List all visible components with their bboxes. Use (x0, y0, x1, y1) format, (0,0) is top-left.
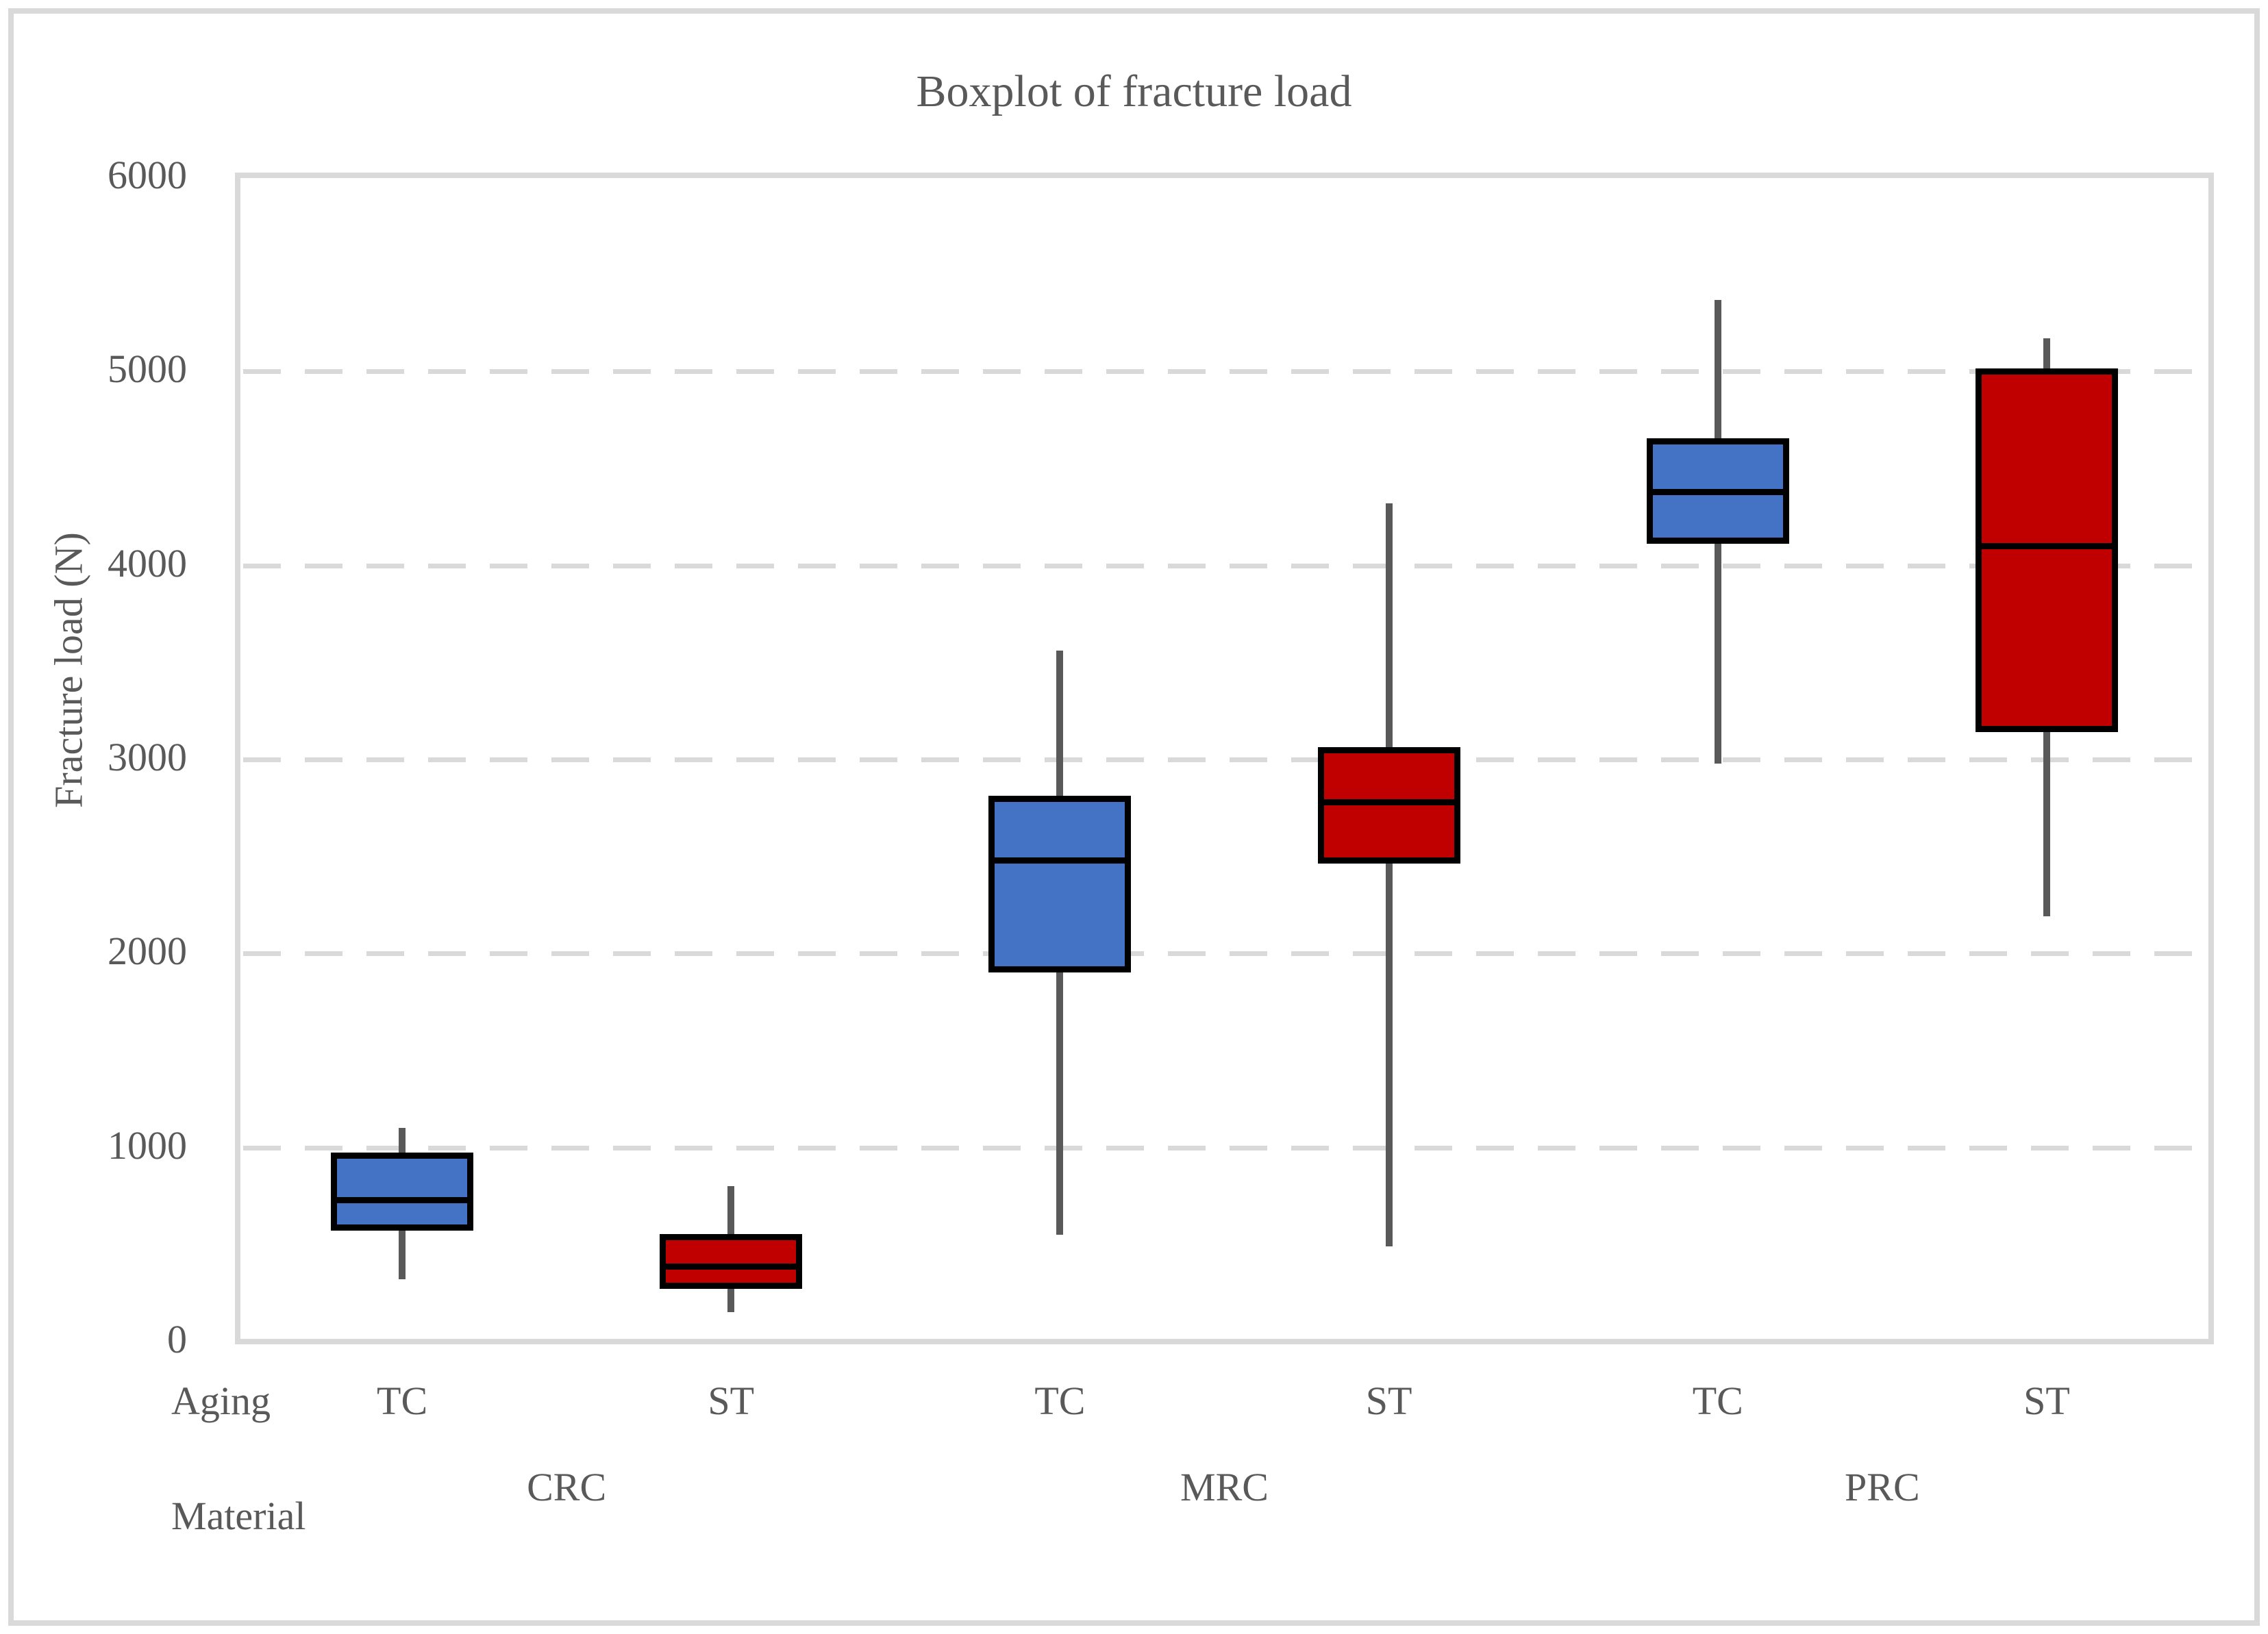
whisker-mrc-st (1385, 503, 1393, 1247)
median-mrc-st (1317, 799, 1460, 806)
chart-title: Boxplot of fracture load (916, 66, 1352, 116)
aging-label-prc-tc: TC (1692, 1379, 1743, 1423)
y-tick-label-0: 0 (167, 1317, 187, 1361)
material-label-prc: PRC (1845, 1465, 1920, 1509)
aging-label-crc-st: ST (708, 1379, 755, 1423)
aging-label-prc-st: ST (2023, 1379, 2070, 1423)
median-mrc-tc (988, 857, 1132, 864)
median-prc-tc (1646, 489, 1789, 495)
aging-label-mrc-st: ST (1365, 1379, 1412, 1423)
y-tick-label-4000: 4000 (108, 540, 187, 586)
y-tick-label-5000: 5000 (108, 347, 187, 392)
median-prc-st (1975, 543, 2118, 550)
y-tick-label-6000: 6000 (108, 153, 187, 197)
y-tick-label-3000: 3000 (108, 735, 187, 779)
aging-label-mrc-tc: TC (1034, 1379, 1086, 1423)
gridline-1000 (243, 1145, 2206, 1151)
figure-border (8, 8, 2260, 1626)
gridline-4000 (243, 563, 2206, 568)
y-tick-label-2000: 2000 (108, 929, 187, 974)
box-crc-tc (331, 1153, 474, 1231)
material-label-mrc: MRC (1180, 1465, 1269, 1509)
aging-row-header: Aging (171, 1379, 271, 1423)
material-row-header: Material (171, 1494, 306, 1538)
plot-area (235, 173, 2214, 1344)
gridline-2000 (243, 951, 2206, 957)
y-tick-label-1000: 1000 (108, 1122, 187, 1168)
gridline-5000 (243, 369, 2206, 375)
median-crc-tc (331, 1197, 474, 1204)
y-axis-title: Fracture load (N) (46, 532, 91, 808)
median-crc-st (660, 1263, 803, 1270)
gridline-3000 (243, 757, 2206, 762)
box-mrc-tc (988, 795, 1132, 972)
material-label-crc: CRC (527, 1465, 607, 1509)
aging-label-crc-tc: TC (377, 1379, 428, 1423)
box-prc-st (1975, 368, 2118, 732)
box-crc-st (660, 1234, 803, 1289)
